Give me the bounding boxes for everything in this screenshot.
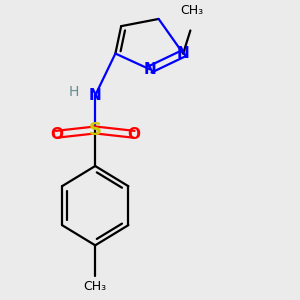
Text: N: N — [144, 62, 156, 77]
Text: N: N — [177, 46, 190, 61]
Text: S: S — [89, 121, 102, 139]
Text: O: O — [50, 127, 63, 142]
Text: N: N — [89, 88, 102, 103]
Text: H: H — [68, 85, 79, 100]
Text: CH₃: CH₃ — [84, 280, 107, 293]
Text: CH₃: CH₃ — [180, 4, 203, 17]
Text: O: O — [128, 127, 141, 142]
